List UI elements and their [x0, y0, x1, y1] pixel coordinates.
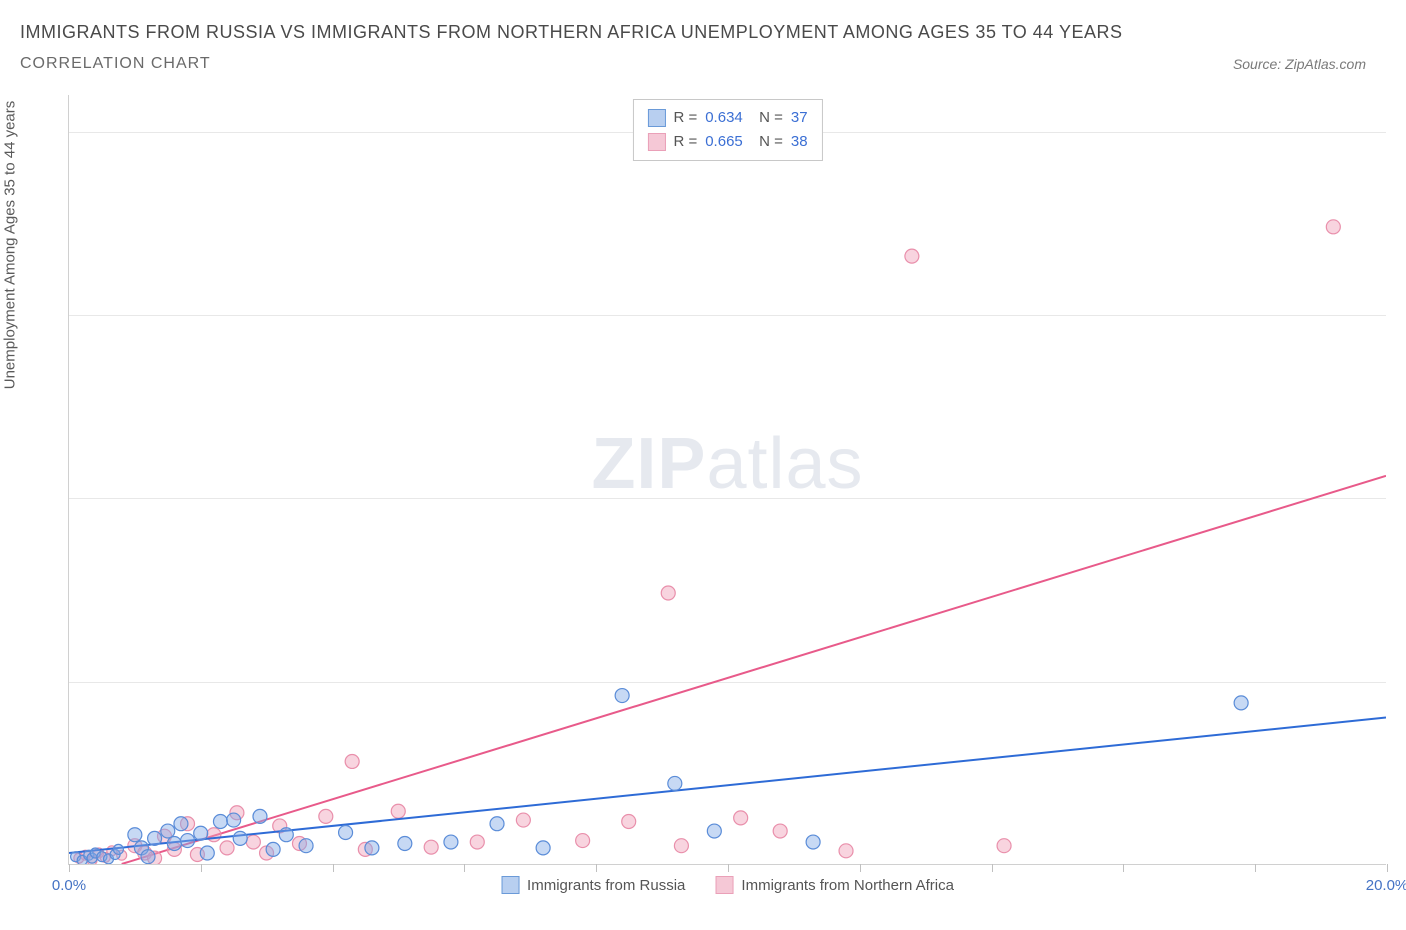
y-tick-label: 100.0%: [1396, 123, 1406, 140]
x-tick-label: 20.0%: [1366, 877, 1406, 894]
legend-n-value: 38: [791, 130, 808, 154]
legend-swatch: [647, 133, 665, 151]
data-point-blue: [174, 817, 188, 831]
x-tick: [464, 864, 465, 872]
data-point-pink: [839, 844, 853, 858]
legend-series: Immigrants from Russia Immigrants from No…: [501, 876, 954, 894]
chart-container: Unemployment Among Ages 35 to 44 years Z…: [20, 95, 1386, 895]
data-point-blue: [365, 841, 379, 855]
data-point-blue: [536, 841, 550, 855]
data-point-pink: [997, 839, 1011, 853]
x-tick: [1255, 864, 1256, 872]
x-tick: [333, 864, 334, 872]
data-point-blue: [490, 817, 504, 831]
y-axis-label: Unemployment Among Ages 35 to 44 years: [2, 101, 19, 390]
data-point-pink: [622, 815, 636, 829]
legend-r-value: 0.665: [705, 130, 743, 154]
data-point-pink: [424, 840, 438, 854]
legend-stats-box: R = 0.634 N = 37R = 0.665 N = 38: [632, 99, 822, 161]
legend-series-item: Immigrants from Northern Africa: [715, 876, 954, 894]
data-point-blue: [227, 813, 241, 827]
trend-line-pink: [122, 476, 1386, 864]
legend-swatch: [647, 109, 665, 127]
legend-series-item: Immigrants from Russia: [501, 876, 685, 894]
x-tick: [728, 864, 729, 872]
y-tick-label: 25.0%: [1396, 673, 1406, 690]
data-point-blue: [194, 826, 208, 840]
legend-swatch: [501, 876, 519, 894]
data-point-blue: [148, 831, 162, 845]
data-point-blue: [615, 689, 629, 703]
data-point-blue: [200, 846, 214, 860]
data-point-pink: [220, 841, 234, 855]
x-tick: [1123, 864, 1124, 872]
x-tick: [1387, 864, 1388, 872]
data-point-pink: [345, 754, 359, 768]
data-point-blue: [253, 809, 267, 823]
data-point-blue: [668, 776, 682, 790]
chart-subtitle: CORRELATION CHART: [20, 55, 211, 73]
legend-n-label: N =: [751, 130, 783, 154]
x-tick: [69, 864, 70, 872]
x-tick: [596, 864, 597, 872]
x-tick: [201, 864, 202, 872]
x-tick-label: 0.0%: [52, 877, 86, 894]
data-point-blue: [161, 824, 175, 838]
plot-area: ZIPatlas R = 0.634 N = 37R = 0.665 N = 3…: [68, 95, 1386, 865]
x-tick: [992, 864, 993, 872]
data-point-pink: [674, 839, 688, 853]
data-point-blue: [213, 815, 227, 829]
data-point-blue: [444, 835, 458, 849]
data-point-blue: [167, 837, 181, 851]
data-point-pink: [391, 804, 405, 818]
legend-r-label: R =: [673, 106, 697, 130]
data-point-pink: [773, 824, 787, 838]
data-point-pink: [734, 811, 748, 825]
data-point-pink: [246, 835, 260, 849]
data-point-pink: [576, 834, 590, 848]
data-point-blue: [113, 844, 123, 854]
source-label: Source: ZipAtlas.com: [1233, 56, 1366, 72]
legend-r-label: R =: [673, 130, 697, 154]
data-point-pink: [516, 813, 530, 827]
legend-n-value: 37: [791, 106, 808, 130]
trend-line-blue: [69, 718, 1386, 853]
y-tick-label: 75.0%: [1396, 307, 1406, 324]
data-point-blue: [398, 837, 412, 851]
data-point-blue: [181, 834, 195, 848]
legend-series-label: Immigrants from Russia: [527, 877, 685, 894]
y-tick-label: 50.0%: [1396, 490, 1406, 507]
x-tick: [860, 864, 861, 872]
legend-stat-row: R = 0.665 N = 38: [647, 130, 807, 154]
legend-series-label: Immigrants from Northern Africa: [741, 877, 954, 894]
data-point-blue: [299, 839, 313, 853]
data-point-pink: [905, 249, 919, 263]
data-point-blue: [806, 835, 820, 849]
data-point-pink: [319, 809, 333, 823]
data-point-pink: [470, 835, 484, 849]
chart-title: IMMIGRANTS FROM RUSSIA VS IMMIGRANTS FRO…: [20, 18, 1386, 47]
data-point-pink: [661, 586, 675, 600]
legend-stat-row: R = 0.634 N = 37: [647, 106, 807, 130]
plot-svg: [69, 95, 1386, 864]
data-point-blue: [1234, 696, 1248, 710]
data-point-blue: [141, 850, 155, 864]
data-point-blue: [266, 842, 280, 856]
data-point-blue: [339, 826, 353, 840]
data-point-blue: [279, 828, 293, 842]
data-point-blue: [707, 824, 721, 838]
data-point-blue: [233, 831, 247, 845]
legend-swatch: [715, 876, 733, 894]
data-point-blue: [128, 828, 142, 842]
legend-r-value: 0.634: [705, 106, 743, 130]
data-point-pink: [1326, 220, 1340, 234]
legend-n-label: N =: [751, 106, 783, 130]
